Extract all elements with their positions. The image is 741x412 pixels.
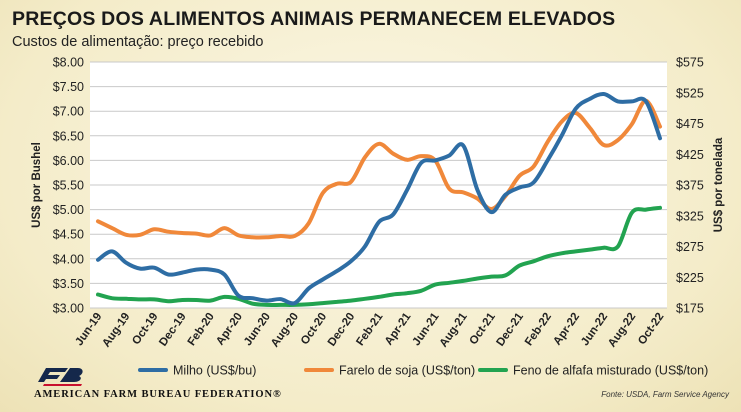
x-tick-label: Aug-19 (100, 311, 132, 350)
y-tick-right: $575 (676, 56, 704, 70)
x-tick-label: Feb-21 (354, 310, 385, 348)
source-note: Fonte: USDA, Farm Service Agency (601, 390, 729, 399)
organization-name: AMERICAN FARM BUREAU FEDERATION® (34, 389, 282, 400)
y-tick-right: $175 (676, 302, 704, 316)
y-tick-left: $5.50 (53, 179, 84, 193)
y-tick-left: $3.50 (53, 277, 84, 291)
page-title: PREÇOS DOS ALIMENTOS ANIMAIS PERMANECEM … (12, 8, 616, 30)
x-tick-label: Aug-20 (269, 311, 301, 350)
x-tick-label: Oct-22 (636, 311, 666, 347)
x-tick-label: Oct-20 (299, 311, 329, 347)
page-subtitle: Custos de alimentação: preço recebido (12, 34, 264, 50)
y-tick-left: $3.00 (53, 302, 84, 316)
y-tick-left: $7.00 (53, 105, 84, 119)
y-tick-right: $325 (676, 209, 704, 223)
legend-milho-label: Milho (US$/bu) (173, 364, 256, 378)
series-line-farelo (96, 98, 662, 240)
legend-farelo-label: Farelo de soja (US$/ton) (339, 364, 475, 378)
y-tick-left: $4.00 (53, 252, 84, 266)
x-tick-label: Apr-22 (551, 311, 582, 348)
x-tick-label: Dec-20 (326, 311, 357, 349)
y-tick-right: $225 (676, 271, 704, 285)
x-tick-label: Oct-19 (130, 311, 160, 347)
y-tick-left: $7.50 (53, 80, 84, 94)
y-tick-left: $6.00 (53, 154, 84, 168)
y-tick-right: $275 (676, 240, 704, 254)
x-tick-label: Dec-21 (494, 310, 526, 348)
x-tick-label: Dec-19 (157, 311, 188, 349)
x-tick-label: Apr-21 (383, 310, 414, 347)
y-axis-title-right: US$ por tonelada (713, 137, 725, 232)
y-tick-left: $8.00 (53, 56, 84, 70)
y-tick-right: $525 (676, 86, 704, 100)
series-line-milho (96, 91, 662, 306)
y-tick-right: $375 (676, 179, 704, 193)
y-tick-left: $4.50 (53, 228, 84, 242)
x-tick-label: Apr-20 (214, 311, 245, 348)
y-axis-title-left: US$ por Bushel (31, 142, 43, 228)
x-tick-label: Aug-22 (606, 311, 638, 350)
x-tick-label: Feb-20 (186, 311, 217, 348)
x-tick-label: Feb-22 (523, 311, 554, 348)
y-tick-left: $5.00 (53, 203, 84, 217)
fb-logo-icon (38, 368, 83, 386)
legend-feno-label: Feno de alfafa misturado (US$/ton) (513, 364, 708, 378)
y-tick-right: $425 (676, 148, 704, 162)
x-tick-label: Aug-21 (438, 310, 471, 349)
y-tick-right: $475 (676, 117, 704, 131)
y-tick-left: $6.50 (53, 129, 84, 143)
series-line-feno (96, 205, 662, 307)
